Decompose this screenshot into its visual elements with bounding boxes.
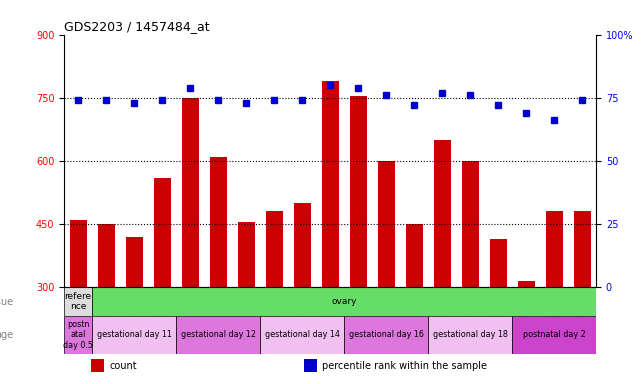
Bar: [304, 359, 317, 372]
Text: gestational day 11: gestational day 11: [97, 331, 172, 339]
Bar: [92, 316, 176, 354]
Bar: [64, 287, 92, 316]
Bar: [512, 316, 596, 354]
Bar: [266, 211, 283, 287]
Bar: [574, 211, 590, 287]
Bar: [518, 281, 535, 287]
Text: ovary: ovary: [331, 297, 357, 306]
Text: GDS2203 / 1457484_at: GDS2203 / 1457484_at: [64, 20, 210, 33]
Bar: [238, 222, 254, 287]
Bar: [91, 359, 104, 372]
Bar: [378, 161, 394, 287]
Bar: [462, 161, 479, 287]
Bar: [545, 211, 563, 287]
Bar: [154, 178, 171, 287]
Text: gestational day 18: gestational day 18: [433, 331, 508, 339]
Text: tissue: tissue: [0, 297, 13, 307]
Bar: [344, 316, 428, 354]
Text: age: age: [0, 330, 13, 340]
Text: gestational day 16: gestational day 16: [349, 331, 424, 339]
Text: count: count: [110, 361, 137, 371]
Bar: [260, 316, 344, 354]
Bar: [294, 203, 310, 287]
Bar: [322, 81, 338, 287]
Bar: [490, 239, 506, 287]
Bar: [210, 157, 226, 287]
Bar: [126, 237, 142, 287]
Bar: [181, 98, 199, 287]
Bar: [428, 316, 512, 354]
Bar: [434, 140, 451, 287]
Text: postn
atal
day 0.5: postn atal day 0.5: [63, 320, 93, 350]
Bar: [176, 316, 260, 354]
Text: postnatal day 2: postnatal day 2: [523, 331, 585, 339]
Text: percentile rank within the sample: percentile rank within the sample: [322, 361, 487, 371]
Bar: [406, 224, 422, 287]
Text: gestational day 14: gestational day 14: [265, 331, 340, 339]
Bar: [70, 220, 87, 287]
Text: refere
nce: refere nce: [65, 292, 92, 311]
Bar: [64, 316, 92, 354]
Text: gestational day 12: gestational day 12: [181, 331, 256, 339]
Bar: [350, 96, 367, 287]
Bar: [97, 224, 115, 287]
